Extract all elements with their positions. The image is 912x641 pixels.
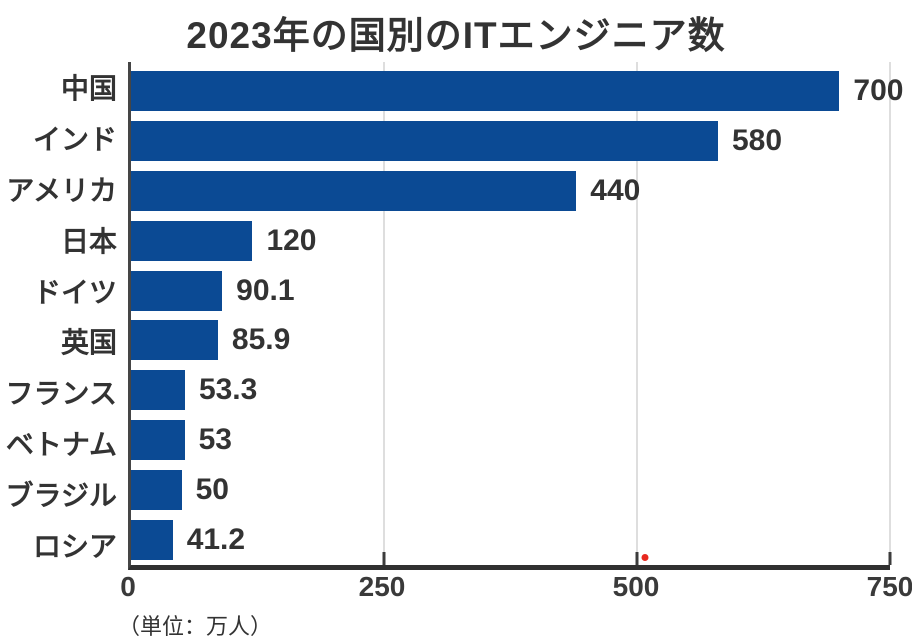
axis-tick [635,552,639,565]
category-label: 英国 [60,327,117,359]
bar [131,470,182,511]
bar-row: 53.3 [131,365,890,415]
bar-row: 90.1 [131,266,890,316]
bar-value-label: 700 [853,73,904,107]
bar-value-label: 440 [590,173,641,207]
bar-row: 53 [131,415,890,465]
category-label: ドイツ [32,276,117,308]
category-label: アメリカ [6,174,117,206]
bar-value-label: 41.2 [186,523,246,557]
bar-value-label: 120 [266,223,317,257]
bar-row: 85.9 [131,316,890,366]
bar-value-label: 90.1 [236,273,295,307]
x-tick-label: 250 [358,571,406,602]
bar [131,270,223,311]
category-label: 中国 [60,73,117,105]
bar-value-label: 50 [195,473,229,507]
axis-tick [382,552,386,565]
x-tick-label: 500 [612,571,660,602]
bar-row: 440 [131,166,890,216]
chart-title: 2023年の国別のITエンジニア数 [186,15,726,56]
category-label: ブラジル [5,479,117,511]
bar [131,170,577,211]
chart-body: 中国インドアメリカ日本ドイツ英国フランスベトナムブラジルロシア 700 580 44… [0,62,903,570]
bar [131,370,185,411]
bar-value-label: 53.3 [198,373,258,407]
gridline [636,62,638,565]
category-label: フランス [5,378,117,410]
bar [131,70,840,111]
bar [131,120,718,161]
bar [131,320,218,361]
unit-note: （単位：万人） [118,614,273,639]
category-labels: 中国インドアメリカ日本ドイツ英国フランスベトナムブラジルロシア [0,62,128,570]
bar-row: 120 [131,216,890,266]
bar-value-label: 580 [731,123,783,157]
red-dot-marker [641,554,649,561]
bar-row: 41.2 [131,515,890,565]
x-axis-labels: 0 250 500 750 [120,570,912,606]
bar-rows: 700 580 440 120 90.1 85.9 53.3 53 50 41.2 [131,62,903,565]
category-label: 日本 [60,225,117,257]
axis-tick [888,552,892,565]
bar-value-label: 85.9 [231,323,291,357]
bar-row: 50 [131,465,890,515]
gridline [889,62,891,565]
bar-row: 580 [131,116,890,166]
plot-area: 700 580 440 120 90.1 85.9 53.3 53 50 41.2 [128,62,903,570]
category-label: ベトナム [5,428,117,460]
gridline [383,62,385,565]
x-tick-label: 0 [120,571,136,602]
bar-row: 700 [131,66,903,116]
bar [131,220,253,261]
bar [131,420,185,461]
bar [131,520,173,561]
x-tick-label: 750 [866,571,912,602]
category-label: ロシア [32,530,117,562]
category-label: インド [32,124,117,156]
bar-value-label: 53 [198,423,232,457]
